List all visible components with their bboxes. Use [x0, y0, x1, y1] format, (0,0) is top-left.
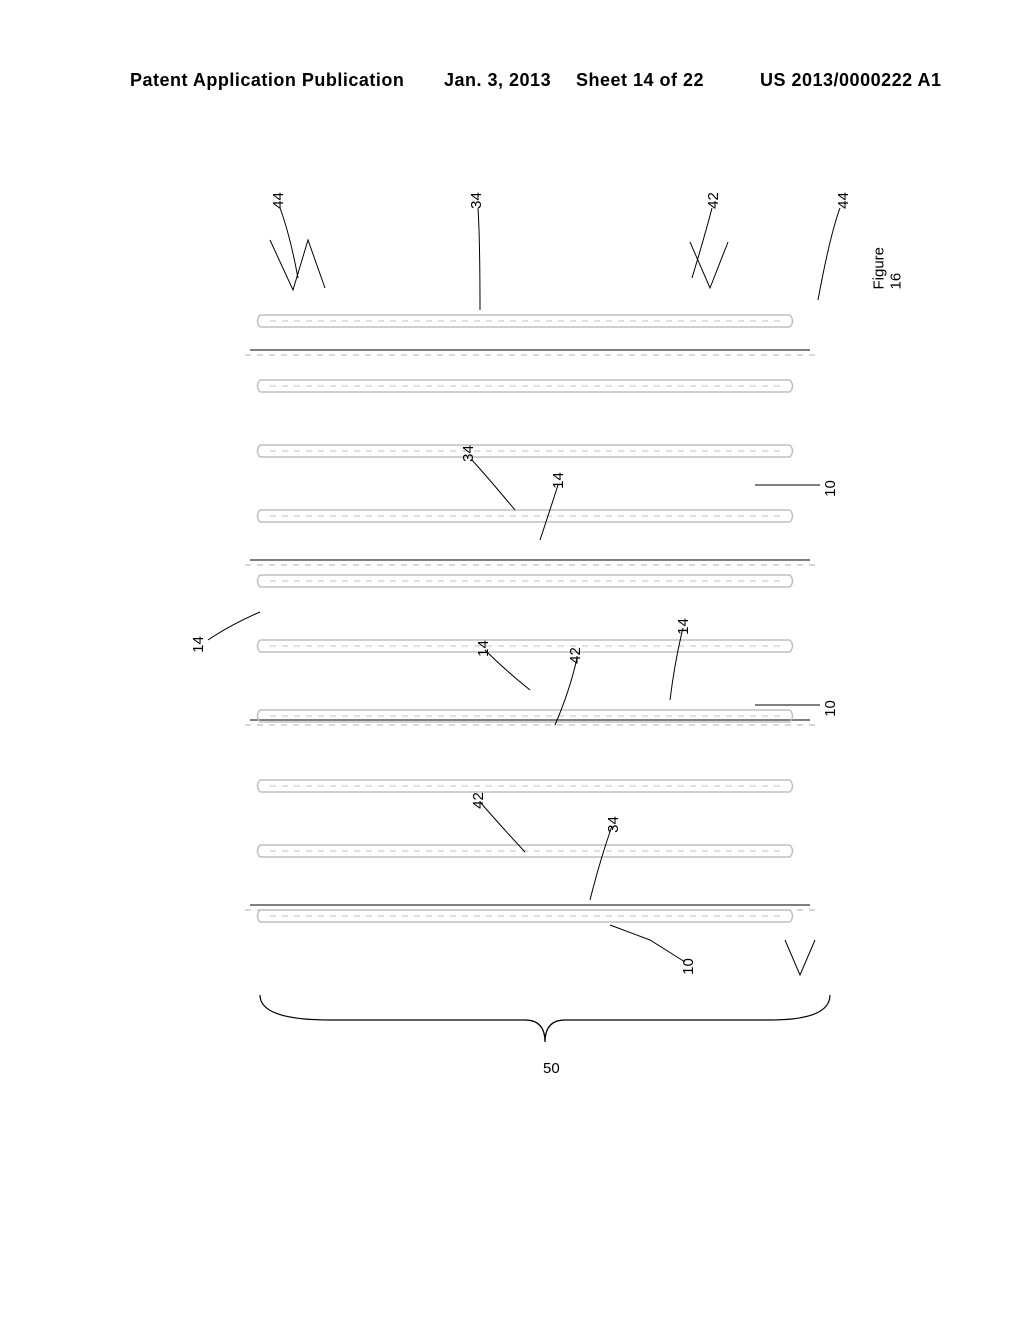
ref-10-b: 10: [822, 700, 839, 717]
ref-34-low: 34: [605, 816, 622, 833]
bracket-label: 50: [543, 1060, 560, 1077]
pub-sheet: Sheet 14 of 22: [576, 70, 704, 91]
patent-diagram: [130, 180, 910, 1160]
ref-34-mid: 34: [460, 445, 477, 462]
ref-10-c: 10: [680, 958, 697, 975]
ref-42-top: 42: [705, 192, 722, 209]
ref-42-low: 42: [470, 792, 487, 809]
ref-14-mid3: 14: [675, 618, 692, 635]
ref-42-mid: 42: [567, 647, 584, 664]
ref-44-top2: 44: [835, 192, 852, 209]
ref-10-a: 10: [822, 480, 839, 497]
ref-14-left: 14: [190, 636, 207, 653]
diagram-container: 44 34 42 44 14 34 14 14 42 14 42 34 10 1…: [130, 180, 910, 1160]
pub-type: Patent Application Publication: [130, 70, 404, 91]
ref-44-top: 44: [270, 192, 287, 209]
figure-label: Figure 16: [871, 245, 905, 290]
ref-14-mid: 14: [550, 472, 567, 489]
pub-date: Jan. 3, 2013: [444, 70, 551, 91]
pub-number: US 2013/0000222 A1: [760, 70, 941, 91]
ref-34-top: 34: [468, 192, 485, 209]
ref-14-mid2: 14: [475, 640, 492, 657]
